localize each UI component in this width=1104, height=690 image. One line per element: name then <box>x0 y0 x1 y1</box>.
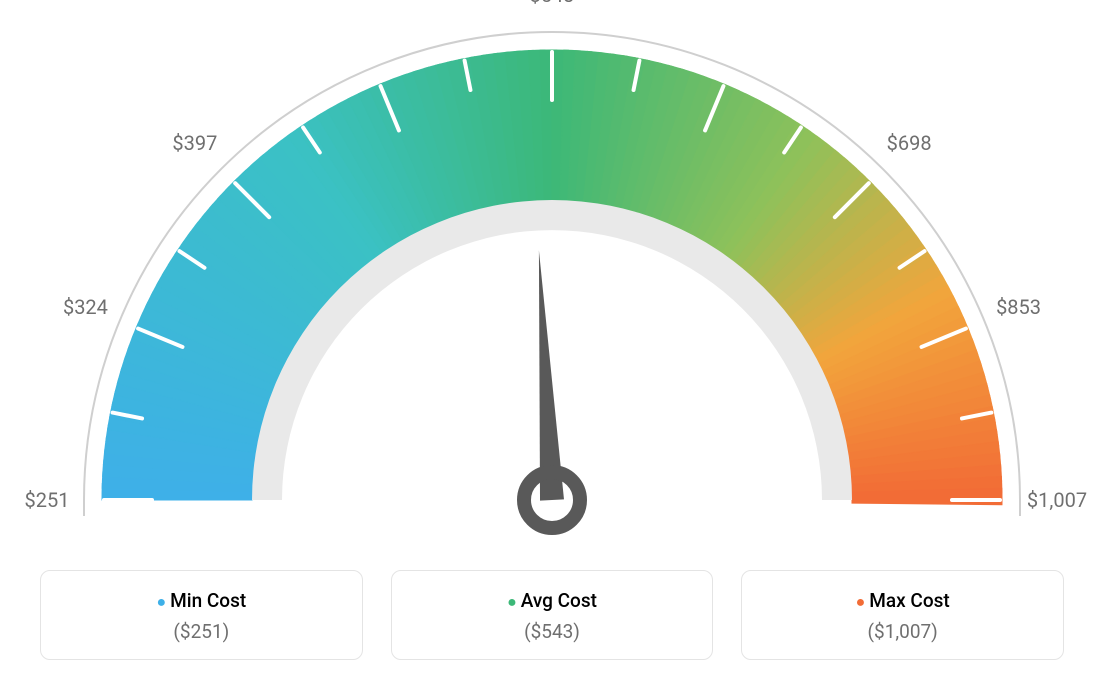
legend-min-value: ($251) <box>41 620 362 643</box>
legend-min-label: Min Cost <box>41 589 362 612</box>
legend-card-avg: Avg Cost ($543) <box>391 570 714 660</box>
gauge-svg <box>0 0 1104 560</box>
legend-card-max: Max Cost ($1,007) <box>741 570 1064 660</box>
cost-gauge: $251 $324 $397 $543 $698 $853 $1,007 <box>0 0 1104 560</box>
gauge-scale-label: $397 <box>172 131 217 155</box>
legend-avg-value: ($543) <box>392 620 713 643</box>
legend-avg-label: Avg Cost <box>392 589 713 612</box>
gauge-scale-label: $543 <box>530 0 575 7</box>
gauge-scale-label: $698 <box>887 131 932 155</box>
legend-row: Min Cost ($251) Avg Cost ($543) Max Cost… <box>0 570 1104 660</box>
gauge-scale-label: $324 <box>63 295 108 319</box>
gauge-scale-label: $1,007 <box>1027 488 1087 512</box>
gauge-scale-label: $251 <box>25 488 70 512</box>
legend-max-label: Max Cost <box>742 589 1063 612</box>
legend-card-min: Min Cost ($251) <box>40 570 363 660</box>
legend-max-value: ($1,007) <box>742 620 1063 643</box>
gauge-scale-label: $853 <box>996 295 1041 319</box>
